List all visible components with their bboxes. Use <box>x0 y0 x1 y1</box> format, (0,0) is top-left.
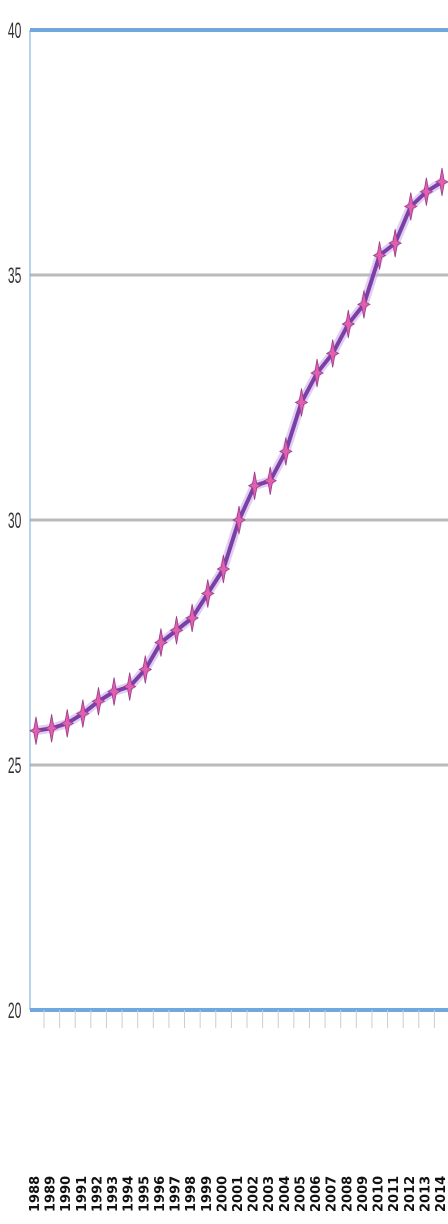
y-tick-label: 25 <box>8 753 22 778</box>
data-point-2001 <box>232 505 246 535</box>
data-point-2009 <box>357 290 371 319</box>
data-point-2003 <box>263 466 278 495</box>
data-point-2014 <box>435 167 448 196</box>
x-tick-label-1999: 1999 <box>200 1176 215 1212</box>
data-point-1996 <box>154 628 168 657</box>
x-tick-label-2004: 2004 <box>278 1176 293 1212</box>
data-point-1993 <box>107 677 121 706</box>
data-point-2008 <box>341 309 356 339</box>
x-tick-label-2008: 2008 <box>340 1176 355 1212</box>
data-point-2000 <box>216 554 231 584</box>
data-point-1991 <box>76 699 90 728</box>
data-point-1999 <box>200 579 215 608</box>
x-tick-label-1998: 1998 <box>184 1176 199 1212</box>
data-point-1994 <box>122 672 137 701</box>
x-tick-label-1992: 1992 <box>90 1176 105 1212</box>
x-tick-label-2007: 2007 <box>325 1176 340 1212</box>
data-point-2007 <box>325 339 340 368</box>
data-point-2004 <box>279 437 293 466</box>
data-point-1997 <box>169 616 184 645</box>
x-axis-ticks: 1988 1989 1990 1991 1992 1993 1994 1995 1996 1997… <box>28 1010 448 1212</box>
data-point-1990 <box>60 709 75 738</box>
x-tick-label-2001: 2001 <box>231 1176 246 1212</box>
y-axis-ticks: 20 25 30 35 40 <box>8 18 22 1023</box>
x-tick-label-2012: 2012 <box>403 1176 418 1212</box>
data-point-2002 <box>247 471 262 500</box>
data-point-1995 <box>138 655 153 684</box>
x-tick-label-2013: 2013 <box>418 1176 433 1212</box>
data-point-1988 <box>29 716 43 745</box>
x-tick-label-1995: 1995 <box>137 1176 152 1212</box>
x-tick-label-1988: 1988 <box>28 1176 43 1212</box>
x-tick-label-2011: 2011 <box>387 1176 402 1212</box>
series-group <box>29 167 448 745</box>
x-tick-label-1994: 1994 <box>122 1176 137 1212</box>
x-tick-label-2003: 2003 <box>262 1176 277 1212</box>
data-point-1992 <box>91 687 106 716</box>
x-tick-label-1991: 1991 <box>75 1176 90 1212</box>
data-point-2011 <box>388 229 402 258</box>
x-tick-label-2006: 2006 <box>309 1176 324 1212</box>
x-tick-label-2005: 2005 <box>293 1176 308 1212</box>
x-tick-label-1990: 1990 <box>59 1176 74 1212</box>
data-point-2005 <box>294 388 309 417</box>
y-tick-label: 40 <box>8 18 22 43</box>
x-tick-label-2000: 2000 <box>215 1176 230 1212</box>
x-tick-label-2009: 2009 <box>356 1176 371 1212</box>
y-tick-label: 30 <box>8 508 22 533</box>
data-point-2012 <box>403 192 418 221</box>
data-point-2013 <box>419 177 434 206</box>
y-tick-label: 35 <box>8 263 22 288</box>
x-tick-label-1989: 1989 <box>44 1176 59 1212</box>
x-tick-label-1997: 1997 <box>169 1176 184 1212</box>
x-tick-label-1996: 1996 <box>153 1176 168 1212</box>
data-point-2006 <box>310 358 324 388</box>
x-tick-label-2014: 2014 <box>434 1176 448 1212</box>
x-tick-label-1993: 1993 <box>106 1176 121 1212</box>
data-point-1998 <box>185 603 199 633</box>
data-point-2010 <box>372 241 387 270</box>
x-tick-label-2010: 2010 <box>372 1176 387 1212</box>
data-point-1989 <box>44 714 59 743</box>
x-tick-label-2002: 2002 <box>247 1176 262 1212</box>
y-tick-label: 20 <box>8 998 22 1023</box>
